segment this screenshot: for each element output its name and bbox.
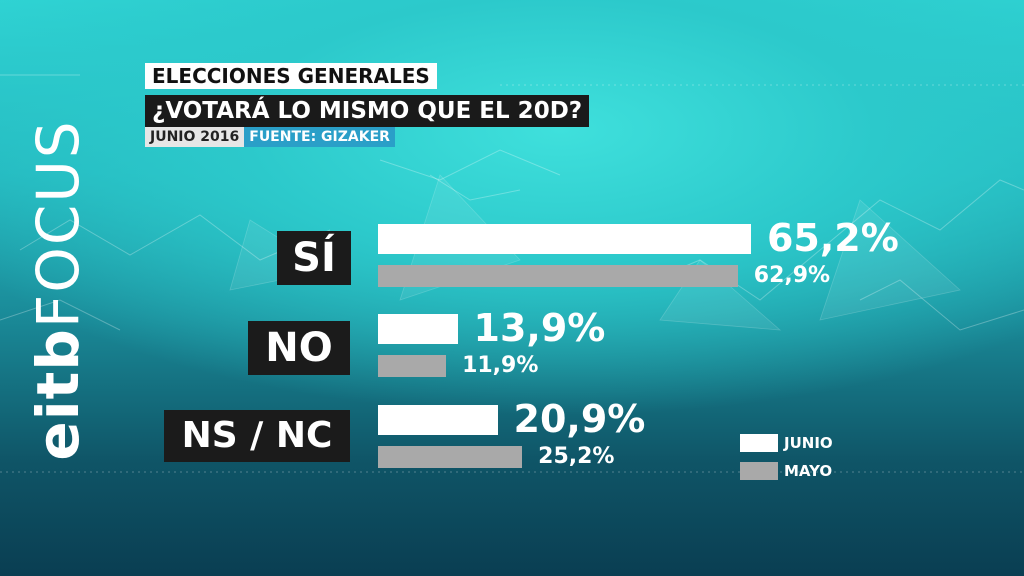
value-label-mayo-ns-nc: 25,2% bbox=[538, 444, 615, 469]
value-label-mayo-si: 62,9% bbox=[753, 263, 831, 288]
value-label-junio-ns-nc: 20,9% bbox=[513, 397, 646, 441]
category-label-ns-nc: NS / NC bbox=[164, 410, 350, 462]
bar-mayo-ns-nc bbox=[378, 446, 523, 468]
header-date: JUNIO 2016 bbox=[145, 127, 245, 147]
bar-junio-no bbox=[378, 314, 458, 344]
header-meta: JUNIO 2016 FUENTE: GIZAKER bbox=[145, 127, 395, 147]
header-source: FUENTE: GIZAKER bbox=[244, 127, 395, 147]
value-label-junio-si: 65,2% bbox=[766, 216, 899, 260]
logo-eitb-text: eitb bbox=[24, 328, 92, 461]
category-label-no: NO bbox=[248, 321, 350, 375]
category-label-si: SÍ bbox=[277, 231, 351, 285]
legend-swatch-mayo bbox=[740, 462, 778, 480]
value-label-mayo-no: 11,9% bbox=[462, 353, 539, 378]
header-title: ELECCIONES GENERALES bbox=[145, 63, 437, 89]
legend-label-mayo: MAYO bbox=[784, 462, 833, 480]
bar-mayo-si bbox=[378, 265, 738, 287]
bar-junio-si bbox=[378, 224, 751, 254]
bar-junio-ns-nc bbox=[378, 405, 498, 435]
bar-mayo-no bbox=[378, 355, 447, 377]
legend-label-junio: JUNIO bbox=[784, 434, 833, 452]
header-question: ¿VOTARÁ LO MISMO QUE EL 20D? bbox=[145, 95, 590, 127]
logo-focus-text: FOCUS bbox=[24, 119, 92, 329]
legend-swatch-junio bbox=[740, 434, 778, 452]
value-label-junio-no: 13,9% bbox=[473, 306, 606, 350]
